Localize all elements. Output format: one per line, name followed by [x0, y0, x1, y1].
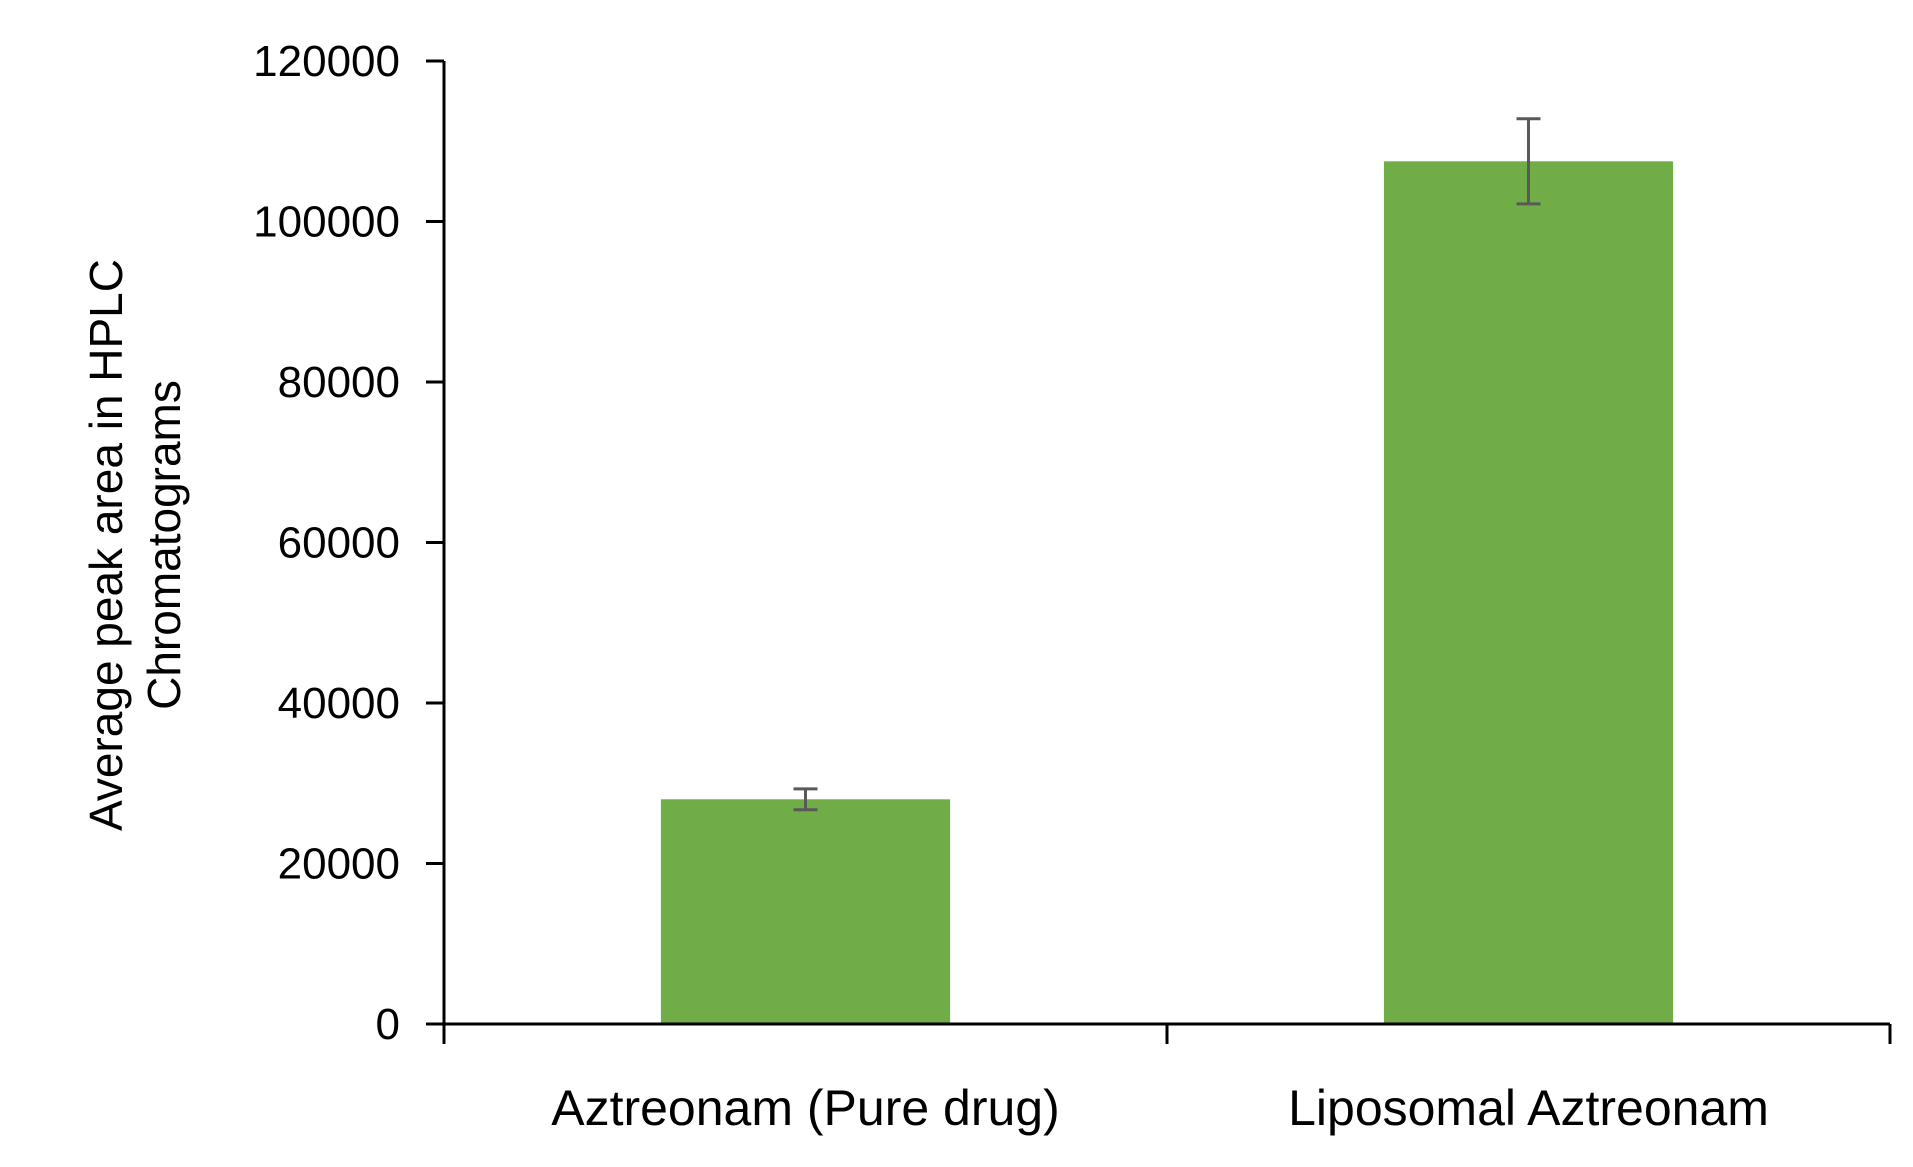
bar-1: [660, 799, 951, 1024]
y-tick-label-6: 100000: [253, 198, 400, 247]
y-tick-label-7: 120000: [253, 37, 400, 86]
y-tick-label-4: 60000: [278, 519, 400, 568]
x-tick-label-1: Aztreonam (Pure drug): [551, 1080, 1060, 1136]
y-tick-label-1: 0: [376, 1000, 400, 1049]
y-tick-label-5: 80000: [278, 358, 400, 407]
y-axis-title: Average peak area in HPLC Chromatograms: [80, 259, 190, 831]
y-tick-label-2: 20000: [278, 840, 400, 889]
x-tick-label-2: Liposomal Aztreonam: [1288, 1080, 1769, 1136]
bar-2: [1383, 161, 1674, 1024]
y-axis-title-line-1: Average peak area in HPLC: [80, 259, 132, 831]
y-tick-label-3: 40000: [278, 679, 400, 728]
y-axis-title-line-2: Chromatograms: [138, 380, 190, 710]
